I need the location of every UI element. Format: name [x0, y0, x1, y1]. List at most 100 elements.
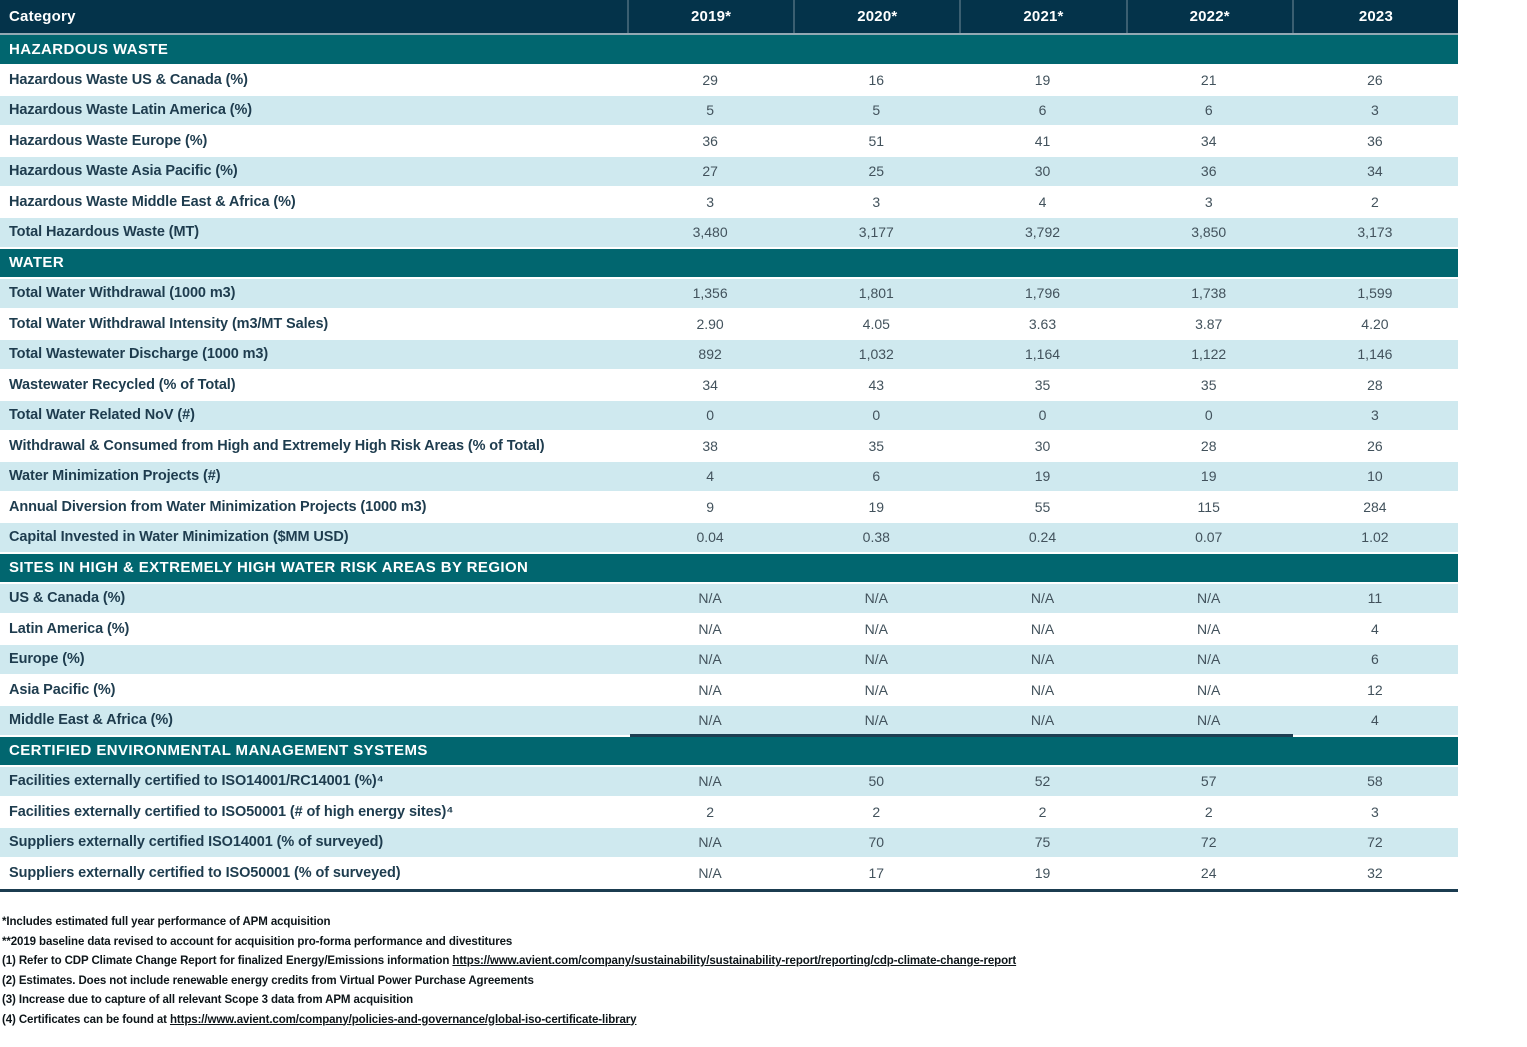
row-label: Asia Pacific (%)	[9, 681, 116, 698]
cell-value: N/A	[1030, 712, 1055, 729]
cell-value: 0	[1038, 407, 1047, 424]
row-label: Total Wastewater Discharge (1000 m3)	[9, 346, 269, 363]
cell-value: N/A	[698, 590, 722, 607]
row-label: Withdrawal & Consumed from High and Extr…	[9, 437, 545, 454]
cell-value: 3,850	[1191, 224, 1227, 241]
cell-value: N/A	[698, 620, 722, 637]
cell-value: N/A	[1030, 681, 1055, 698]
table-row: Annual Diversion from Water Minimization…	[0, 492, 1458, 521]
row-label: Hazardous Waste Europe (%)	[9, 132, 208, 149]
table-row: Facilities externally certified to ISO50…	[0, 797, 1458, 826]
row-label: Europe (%)	[9, 651, 85, 668]
row-label: US & Canada (%)	[9, 590, 126, 607]
cell-value: 72	[1200, 834, 1217, 851]
cell-value: 2	[872, 803, 881, 820]
cell-value: 4	[706, 468, 714, 485]
cell-value: 1,738	[1191, 285, 1227, 302]
cell-value: N/A	[1197, 651, 1221, 668]
cell-value: 4.05	[862, 315, 890, 332]
cell-value: 1,146	[1357, 346, 1393, 363]
table-bottom-border	[0, 889, 1458, 892]
cell-value: 36	[702, 132, 718, 149]
cell-value: 1,599	[1357, 285, 1393, 302]
table-row: Hazardous Waste Middle East & Africa (%)…	[0, 187, 1458, 216]
cell-value: 19	[1034, 864, 1051, 881]
cell-value: N/A	[864, 681, 888, 698]
footnote-link[interactable]: https://www.avient.com/company/policies-…	[169, 1013, 637, 1026]
cell-value: 35	[1200, 376, 1217, 393]
table-body: HAZARDOUS WASTE Hazardous Waste US & Cana…	[0, 35, 1458, 887]
cell-value: 3,177	[858, 224, 894, 241]
cell-value: 892	[698, 346, 722, 363]
cell-value: 24	[1200, 864, 1217, 881]
table-row: Wastewater Recycled (% of Total) 34 43 35 35…	[0, 370, 1458, 399]
column-header-2022: 2022*	[1125, 0, 1292, 33]
table-row: Total Water Related NoV (#) 0 0 0 0 3	[0, 401, 1458, 430]
cell-value: 6	[1204, 102, 1213, 119]
cell-value: 1,356	[692, 285, 728, 302]
cell-value: 3	[706, 193, 714, 210]
footnotes: *Includes estimated full year performanc…	[0, 913, 1527, 1030]
cell-value: 57	[1200, 773, 1217, 790]
cell-value: 2	[1204, 803, 1213, 820]
cell-value: 75	[1034, 834, 1051, 851]
cell-value: 28	[1367, 376, 1383, 393]
cell-value: N/A	[698, 651, 722, 668]
cell-value: 3	[872, 193, 881, 210]
cell-value: 0	[706, 407, 714, 424]
cell-value: 1,164	[1024, 346, 1061, 363]
cell-value: 34	[1200, 132, 1217, 149]
row-label: Hazardous Waste Asia Pacific (%)	[9, 163, 238, 180]
row-label: Total Water Withdrawal Intensity (m3/MT …	[9, 315, 329, 332]
cell-value: 35	[868, 437, 885, 454]
cell-value: 52	[1034, 773, 1051, 790]
cell-value: 26	[1367, 71, 1383, 88]
cell-value: 4	[1371, 620, 1379, 637]
cell-value: N/A	[864, 590, 888, 607]
section-header: SITES IN HIGH & EXTREMELY HIGH WATER RIS…	[0, 553, 1458, 582]
cell-value: N/A	[698, 864, 722, 881]
cell-value: 6	[872, 468, 881, 485]
column-header-category: Category	[9, 8, 76, 25]
cell-value: 41	[1034, 132, 1051, 149]
cell-value: 284	[1363, 498, 1387, 515]
column-header-2023: 2023	[1291, 0, 1458, 33]
footnote-text: (3) Increase due to capture of all relev…	[2, 994, 414, 1006]
table-row: Hazardous Waste Europe (%) 36 51 41 34 36	[0, 126, 1458, 155]
cell-value: 19	[1200, 468, 1217, 485]
column-header-2020: 2020*	[793, 0, 959, 33]
table-row: Water Minimization Projects (#) 4 6 19 19 10	[0, 462, 1458, 491]
table-row: Total Water Withdrawal Intensity (m3/MT …	[0, 309, 1458, 338]
cell-value: N/A	[698, 712, 722, 729]
cell-value: 3	[1371, 407, 1379, 424]
table-row: Total Water Withdrawal (1000 m3) 1,356 1,8…	[0, 279, 1458, 308]
table-row: Total Wastewater Discharge (1000 m3) 892 1…	[0, 340, 1458, 369]
section-header: WATER	[0, 248, 1458, 277]
cell-value: 11	[1367, 590, 1383, 607]
footnote-line: (4) Certificates can be found at https:/…	[2, 1011, 1527, 1031]
cell-value: 4	[1038, 193, 1047, 210]
footnote-link[interactable]: https://www.avient.com/company/sustainab…	[452, 955, 1017, 967]
cell-value: 28	[1200, 437, 1217, 454]
cell-value: 34	[1367, 163, 1383, 180]
cell-value: 1,796	[1024, 285, 1061, 302]
table-row: US & Canada (%) N/A N/A N/A N/A 11	[0, 584, 1458, 613]
cell-value: 32	[1367, 864, 1383, 881]
cell-value: 4	[1371, 712, 1379, 729]
cell-value: N/A	[864, 620, 888, 637]
row-label: Hazardous Waste Middle East & Africa (%)	[9, 193, 296, 210]
row-label: Total Water Related NoV (#)	[9, 407, 195, 424]
footnote-text: *Includes estimated full year performanc…	[2, 916, 331, 928]
cell-value: 3	[1371, 102, 1379, 119]
cell-value: 19	[1034, 468, 1051, 485]
row-label: Hazardous Waste US & Canada (%)	[9, 71, 248, 88]
cell-value: 17	[868, 864, 885, 881]
section-header: HAZARDOUS WASTE	[0, 35, 1458, 64]
partial-row-underline	[630, 734, 1293, 737]
cell-value: 43	[868, 376, 885, 393]
column-header-2021: 2021*	[959, 0, 1125, 33]
table-row: Total Hazardous Waste (MT) 3,480 3,177 3,79…	[0, 218, 1458, 247]
cell-value: 29	[702, 71, 718, 88]
cell-value: 12	[1367, 681, 1383, 698]
table-row: Hazardous Waste US & Canada (%) 29 16 19 21 2…	[0, 65, 1458, 94]
